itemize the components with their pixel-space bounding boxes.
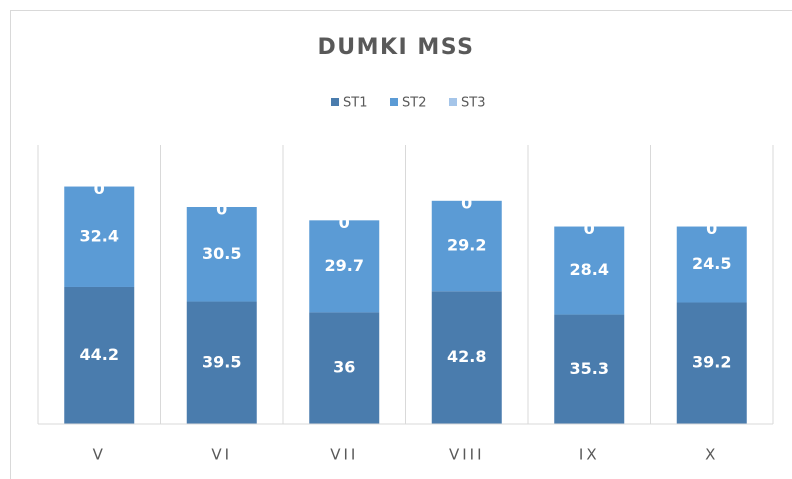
bar-segment: [64, 186, 135, 287]
data-label: 35.3: [570, 359, 609, 378]
legend-label: ST3: [461, 96, 485, 111]
legend-swatch: [449, 98, 457, 106]
legend-label: ST2: [402, 96, 426, 111]
data-label: 0: [584, 219, 595, 238]
data-label: 36: [333, 358, 355, 377]
data-label: 30.5: [202, 244, 241, 263]
data-label: 44.2: [80, 345, 119, 364]
data-label: 29.7: [325, 256, 364, 275]
data-label: 0: [94, 179, 105, 198]
data-label: 0: [216, 200, 227, 219]
bar-segment: [676, 226, 747, 303]
x-tick-label: VII: [330, 446, 358, 464]
legend-label: ST1: [343, 96, 367, 111]
data-label: 39.2: [692, 353, 731, 372]
bar-segment: [676, 302, 747, 424]
data-label: 0: [339, 213, 350, 232]
data-label: 29.2: [447, 236, 486, 255]
legend-swatch: [390, 98, 398, 106]
data-label: 0: [706, 219, 717, 238]
bar-segment: [431, 200, 502, 292]
data-label: 42.8: [447, 347, 486, 366]
x-tick-label: IX: [579, 446, 600, 464]
bar-segment: [554, 314, 625, 424]
bar-segment: [309, 312, 380, 424]
legend-swatch: [331, 98, 339, 106]
x-tick-label: V: [93, 446, 106, 464]
data-label: 28.4: [570, 260, 609, 279]
bar-segment: [309, 220, 380, 313]
bar-segment: [431, 291, 502, 424]
x-tick-label: X: [705, 446, 718, 464]
bar-segment: [554, 226, 625, 315]
bar-segment: [186, 301, 257, 424]
bar-segment: [186, 207, 257, 302]
data-label: 24.5: [692, 254, 731, 273]
data-label: 39.5: [202, 352, 241, 371]
data-label: 32.4: [80, 226, 119, 245]
x-tick-label: VI: [211, 446, 232, 464]
bar-segment: [64, 286, 135, 424]
chart-title: DUMKI MSS: [317, 35, 474, 60]
x-tick-label: VIII: [449, 446, 485, 464]
chart-frame: [10, 10, 792, 479]
data-label: 0: [461, 193, 472, 212]
